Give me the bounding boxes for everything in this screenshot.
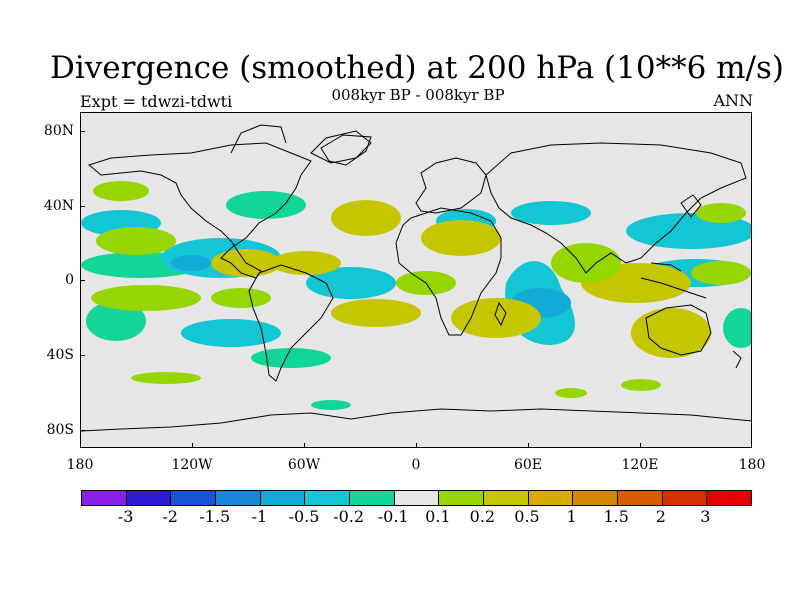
colorbar-cell [82, 491, 127, 505]
lat-tick [80, 280, 85, 281]
lat-label-80n: 80N [43, 123, 74, 139]
field-patch [331, 299, 421, 327]
lon-tick [192, 443, 193, 448]
field-patch [181, 319, 281, 347]
colorbar-cell [305, 491, 351, 505]
field-patch [331, 200, 401, 236]
lon-label-180w: 180 [66, 457, 94, 473]
field-patch [311, 400, 351, 410]
field-patch [211, 288, 271, 308]
lat-tick [80, 206, 85, 207]
colorbar-label: 3 [700, 507, 711, 526]
coastlines [81, 124, 751, 432]
lat-tick [80, 131, 85, 132]
colorbar-cell [484, 491, 529, 505]
colorbar [81, 490, 752, 506]
lon-tick [640, 443, 641, 448]
lon-tick [416, 443, 417, 448]
colorbar-label: -1.5 [199, 507, 231, 526]
field-patch [696, 203, 746, 223]
lat-label-40n: 40N [43, 198, 74, 214]
colorbar-cell [394, 491, 440, 505]
field-patch [621, 379, 661, 391]
colorbar-cell [573, 491, 619, 505]
divergence-field [81, 181, 751, 410]
colorbar-label: -0.1 [377, 507, 409, 526]
field-patch [96, 227, 176, 255]
field-patch [551, 243, 621, 283]
lon-label-60e: 60E [513, 457, 543, 473]
colorbar-cell [439, 491, 485, 505]
colorbar-cell [528, 491, 574, 505]
field-patch [555, 388, 587, 398]
colorbar-cell [662, 491, 708, 505]
season-label: ANN [713, 91, 753, 110]
experiment-label: Expt = tdwzi-tdwti [80, 92, 233, 111]
lon-label-60w: 60W [287, 457, 321, 473]
colorbar-cell [126, 491, 172, 505]
field-patch [421, 220, 501, 256]
lat-tick [80, 430, 85, 431]
lon-label-120e: 120E [621, 457, 659, 473]
field-patch [691, 261, 751, 285]
colorbar-label: 2 [655, 507, 666, 526]
field-patch [251, 348, 331, 368]
field-patch [451, 298, 541, 338]
colorbar-cell [216, 491, 261, 505]
lon-label-0: 0 [411, 457, 421, 473]
field-patch [511, 201, 591, 225]
map-svg [81, 124, 751, 432]
colorbar-label: -2 [162, 507, 178, 526]
field-patch [93, 181, 149, 201]
field-patch [631, 308, 711, 358]
lat-label-80s: 80S [46, 422, 74, 438]
lat-label-40s: 40S [46, 347, 74, 363]
map-panel [80, 112, 752, 448]
colorbar-label: -0.5 [288, 507, 320, 526]
colorbar-cell [171, 491, 217, 505]
field-patch [306, 267, 396, 299]
colorbar-label: 0.1 [425, 507, 451, 526]
colorbar-label: 1 [566, 507, 577, 526]
field-patch [271, 251, 341, 275]
field-patch [171, 255, 211, 271]
colorbar-cell [260, 491, 306, 505]
colorbar-cell [707, 491, 752, 505]
colorbar-label: 0.5 [514, 507, 540, 526]
plot-subtitle: 008kyr BP - 008kyr BP [331, 86, 505, 104]
field-patch [131, 372, 201, 384]
colorbar-cell [618, 491, 663, 505]
colorbar-cell [350, 491, 395, 505]
field-patch [723, 308, 751, 348]
lon-label-120w: 120W [171, 457, 213, 473]
colorbar-label: -1 [251, 507, 268, 526]
lon-tick [304, 443, 305, 448]
field-patch [91, 285, 201, 311]
colorbar-label: 0.2 [469, 507, 496, 526]
lon-tick [528, 443, 529, 448]
lat-tick [80, 355, 85, 356]
lon-label-180e: 180 [738, 457, 766, 473]
field-patch [226, 191, 306, 219]
colorbar-label: -0.2 [333, 507, 365, 526]
field-patch [86, 301, 146, 341]
plot-title: Divergence (smoothed) at 200 hPa (10**6 … [50, 50, 784, 86]
lat-label-eq: 0 [65, 272, 74, 288]
colorbar-label: -3 [117, 507, 134, 526]
colorbar-label: 1.5 [603, 507, 629, 526]
